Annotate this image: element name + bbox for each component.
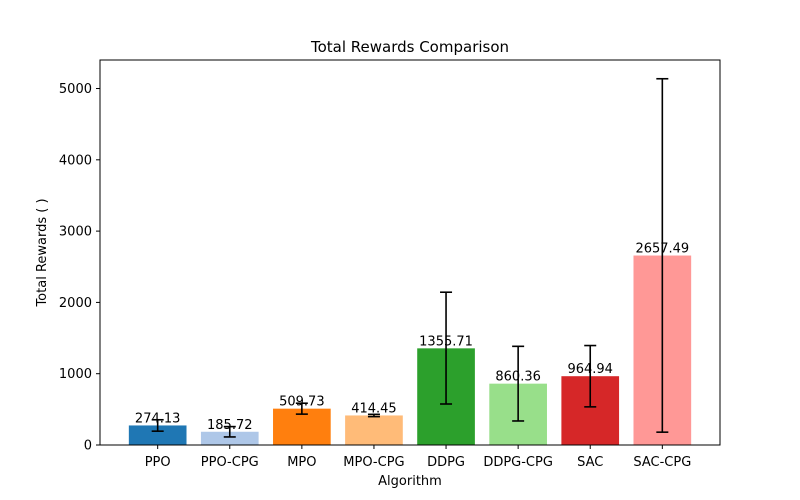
x-tick-label-ppo: PPO bbox=[145, 455, 171, 470]
data-label-ddpg-cpg: 860.36 bbox=[495, 370, 541, 385]
data-labels-group: 274.13 185.72 509.73 414.45 1355.71 860.36 964… bbox=[135, 242, 689, 433]
y-axis: 0 1000 2000 3000 4000 5000 bbox=[59, 82, 100, 454]
plot-frame bbox=[99, 59, 721, 446]
bar-ppo-cpg bbox=[200, 431, 259, 445]
bars-group bbox=[128, 255, 692, 445]
x-tick-label-ddpg: DDPG bbox=[427, 455, 465, 470]
data-label-mpo: 509.73 bbox=[279, 395, 325, 410]
y-tick-label-0: 0 bbox=[84, 439, 92, 454]
x-tick-label-mpo: MPO bbox=[287, 455, 316, 470]
x-axis-title: Algorithm bbox=[378, 474, 442, 489]
bar-mpo-cpg bbox=[345, 415, 403, 445]
bar-ppo bbox=[128, 425, 187, 445]
chart-title: Total Rewards Comparison bbox=[310, 38, 509, 56]
error-bars-group bbox=[151, 77, 669, 438]
data-label-ppo-cpg: 185.72 bbox=[207, 418, 253, 433]
y-tick-label-1000: 1000 bbox=[59, 367, 92, 382]
y-tick-label-2000: 2000 bbox=[59, 296, 92, 311]
x-axis: PPO PPO-CPG MPO MPO-CPG DDPG DDPG-CPG SAC SAC-C… bbox=[145, 445, 691, 470]
x-tick-label-mpo-cpg: MPO-CPG bbox=[343, 455, 404, 470]
data-label-sac-cpg: 2657.49 bbox=[635, 242, 689, 257]
x-tick-label-sac: SAC bbox=[577, 455, 603, 470]
x-tick-label-sac-cpg: SAC-CPG bbox=[633, 455, 691, 470]
y-axis-title: Total Rewards ( ) bbox=[35, 198, 50, 307]
x-tick-label-ddpg-cpg: DDPG-CPG bbox=[483, 455, 553, 470]
x-tick-label-ppo-cpg: PPO-CPG bbox=[201, 455, 259, 470]
data-label-sac: 964.94 bbox=[567, 362, 613, 377]
data-label-ddpg: 1355.71 bbox=[419, 334, 473, 349]
y-tick-label-5000: 5000 bbox=[59, 82, 92, 97]
data-label-ppo: 274.13 bbox=[135, 411, 181, 426]
y-tick-label-3000: 3000 bbox=[59, 225, 92, 240]
y-tick-label-4000: 4000 bbox=[59, 153, 92, 168]
data-label-mpo-cpg: 414.45 bbox=[351, 401, 397, 416]
